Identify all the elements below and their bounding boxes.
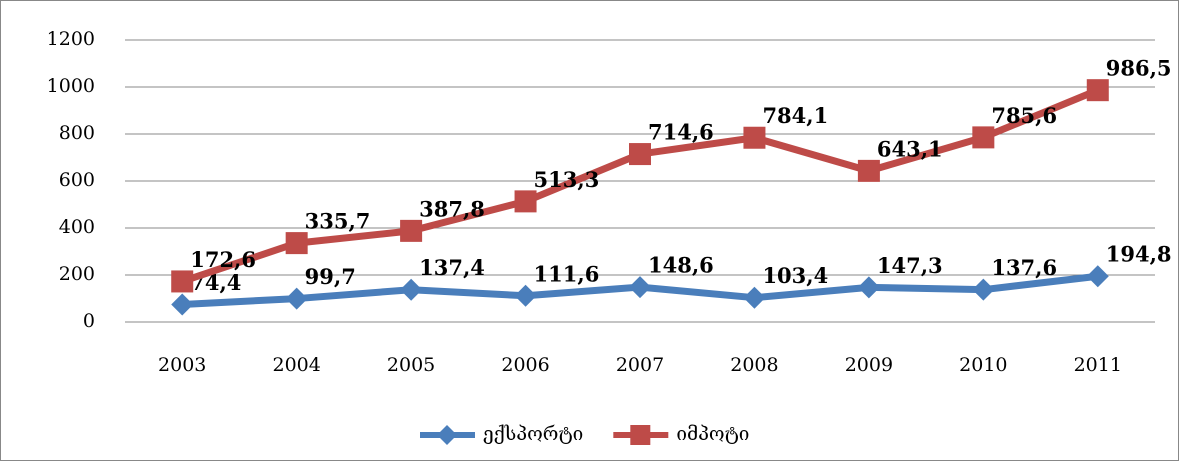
point-marker [629,143,651,166]
value-label: 643,1 [877,136,943,161]
x-tick-label: 2004 [272,354,320,376]
point-marker [743,286,766,309]
legend-label: იმპოტი [676,423,749,445]
point-marker [629,276,651,299]
y-tick-label: 1200 [47,28,95,50]
value-label: 137,6 [991,255,1057,280]
legend-marker [437,425,457,445]
x-tick-label: 2003 [158,354,206,376]
point-marker [400,219,423,242]
value-label: 137,4 [419,255,485,280]
value-label: 513,3 [534,167,600,192]
value-label: 784,1 [762,103,828,128]
legend-label: ექსპორტი [483,423,583,445]
point-marker [743,126,766,149]
point-marker [857,159,880,182]
value-label: 714,6 [648,120,714,145]
point-marker [400,278,423,301]
value-label: 103,4 [762,263,828,288]
value-label: 172,6 [190,247,256,272]
x-tick-label: 2005 [387,354,435,376]
y-tick-label: 600 [59,169,95,191]
value-label: 194,8 [1106,242,1172,267]
point-marker [285,287,308,310]
point-marker [171,293,194,316]
point-marker [285,232,308,255]
value-label: 335,7 [305,209,371,234]
x-tick-label: 2007 [616,354,664,376]
x-tick-label: 2011 [1074,354,1122,376]
point-marker [514,284,537,307]
value-label: 99,7 [305,264,356,289]
y-tick-label: 200 [59,263,95,285]
x-tick-label: 2010 [959,354,1007,376]
legend-marker [630,425,651,445]
value-label: 148,6 [648,253,714,278]
point-marker [972,278,995,301]
value-label: 387,8 [419,196,485,221]
y-tick-label: 0 [83,310,95,332]
point-marker [972,126,995,149]
y-tick-label: 400 [59,216,95,238]
point-marker [1086,79,1109,102]
value-label: 986,5 [1106,56,1172,81]
point-marker [1086,265,1109,288]
y-tick-label: 800 [59,122,95,144]
point-marker [514,190,537,213]
value-label: 785,6 [991,103,1057,128]
value-label: 147,3 [877,253,943,278]
point-marker [857,276,880,299]
x-tick-label: 2006 [501,354,549,376]
value-label: 111,6 [534,261,600,286]
y-tick-label: 1000 [47,75,95,97]
x-tick-label: 2009 [845,354,893,376]
point-marker [171,270,194,293]
x-tick-label: 2008 [730,354,778,376]
